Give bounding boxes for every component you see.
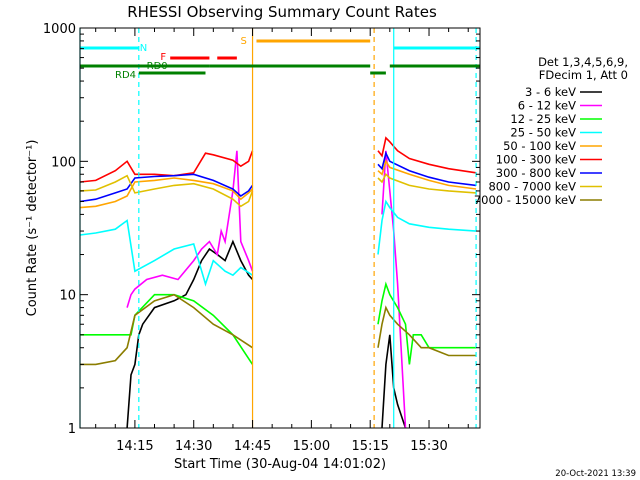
series-line-5-part-1 <box>79 177 254 209</box>
night-label: N <box>140 43 147 54</box>
x-axis-title: Start Time (30-Aug-04 14:01:02) <box>174 457 386 472</box>
decimation-rd0-label: RD0 <box>147 61 168 72</box>
series-line-6-part-1 <box>79 150 254 183</box>
legend-label-2: 6 - 12 keV <box>518 99 576 113</box>
legend-label-9: 7000 - 15000 keV <box>474 193 576 207</box>
series-line-9-part-2 <box>377 305 477 357</box>
series-line-7-part-2 <box>377 150 477 187</box>
timestamp: 20-Oct-2021 13:39 <box>555 469 636 479</box>
x-tick-label-4: 15:00 <box>293 439 330 454</box>
series-line-5-part-2 <box>377 159 477 190</box>
legend-label-5: 50 - 100 keV <box>503 139 576 153</box>
legend: Det 1,3,4,5,6,9, FDecim 1, Att 0 3 - 6 k… <box>474 55 628 207</box>
flare-label: F <box>160 52 166 63</box>
legend-label-3: 12 - 25 keV <box>510 112 576 126</box>
y-tick-label-4: 1000 <box>43 22 76 37</box>
legend-label-1: 3 - 6 keV <box>525 85 576 99</box>
tick-layer: 14:15 14:30 14:45 15:00 15:15 15:30 1 10 100 1000 <box>43 22 480 454</box>
x-tick-label-6: 15:30 <box>410 439 447 454</box>
legend-label-7: 300 - 800 keV <box>496 166 576 180</box>
chart-title: RHESSI Observing Summary Count Rates <box>127 3 437 21</box>
y-tick-label-1: 1 <box>68 422 76 437</box>
series-line-6-part-2 <box>377 136 477 174</box>
legend-header-line-2: FDecim 1, Att 0 <box>539 68 628 82</box>
x-tick-label-3: 14:45 <box>234 439 271 454</box>
series-line-2-part-1 <box>126 150 254 308</box>
y-tick-label-2: 10 <box>59 289 76 304</box>
x-tick-label-5: 15:15 <box>351 439 388 454</box>
series-line-7-part-1 <box>79 173 254 203</box>
plot-frame <box>79 27 481 429</box>
legend-label-4: 25 - 50 keV <box>510 126 576 140</box>
series-line-4-part-1 <box>79 219 253 287</box>
series-line-3-part-1 <box>80 293 254 365</box>
series-line-1-part-2 <box>381 334 407 429</box>
y-axis-title: Count Rate (s⁻¹ detector⁻¹) <box>25 140 40 317</box>
series-line-3-part-2 <box>377 281 477 365</box>
legend-label-8: 800 - 7000 keV <box>488 180 576 194</box>
series-line-4-part-2 <box>377 199 477 255</box>
series-line-9-part-1 <box>80 293 253 366</box>
series-line-8-part-1 <box>79 174 254 208</box>
series-line-1-part-1 <box>126 239 254 429</box>
series-layer <box>79 136 477 429</box>
saa-label: S <box>241 36 247 47</box>
y-tick-label-3: 100 <box>51 155 76 170</box>
legend-label-6: 100 - 300 keV <box>496 153 576 167</box>
x-tick-label-1: 14:15 <box>116 439 153 454</box>
series-line-8-part-2 <box>377 172 477 194</box>
decimation-rd4-label: RD4 <box>115 70 136 81</box>
legend-header-line-1: Det 1,3,4,5,6,9, <box>538 55 628 69</box>
x-tick-label-2: 14:30 <box>175 439 212 454</box>
